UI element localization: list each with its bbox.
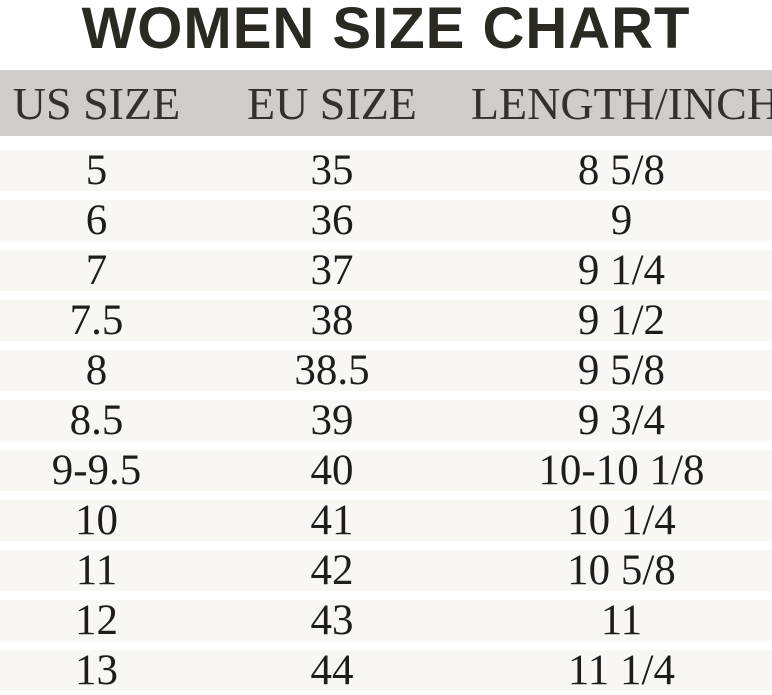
eu-size-cell: 40 (310, 447, 354, 494)
eu-size-cell: 38.5 (294, 347, 370, 394)
eu-size-cell: 37 (310, 247, 354, 294)
length-inch-cell: 9 3/4 (577, 397, 666, 444)
length-inch-cell: 11 (600, 597, 643, 644)
length-inch-cell: 9 1/4 (577, 247, 666, 294)
eu-size-cell: 41 (310, 497, 354, 544)
length-inch-cell: 10 5/8 (567, 547, 676, 594)
us-size-cell: 8.5 (69, 397, 124, 444)
eu-size-cell: 43 (310, 597, 354, 644)
eu-size-cell: 35 (310, 147, 354, 194)
us-size-cell: 7.5 (69, 297, 124, 344)
us-size-cell: 13 (75, 647, 118, 694)
length-inch-cell: 9 5/8 (577, 347, 666, 394)
table-row: 6 36 9 (0, 197, 772, 244)
eu-size-cell: 38 (310, 297, 354, 344)
header-cell-eu-size: EU SIZE (246, 77, 417, 129)
length-inch-cell: 10-10 1/8 (538, 447, 705, 494)
us-size-cell: 8 (85, 347, 108, 394)
header-cell-length-inch: LENGTH/INCH (470, 77, 772, 129)
size-table-body: 5 35 8 5/8 6 36 9 7 37 9 1/4 7.5 38 9 1/… (0, 147, 772, 694)
page-title: WOMEN SIZE CHART (81, 0, 691, 61)
table-row: 5 35 8 5/8 (0, 147, 772, 194)
eu-size-cell: 36 (310, 197, 354, 244)
table-row: 7.5 38 9 1/2 (0, 297, 772, 344)
table-header-row: US SIZE EU SIZE LENGTH/INCH (0, 70, 772, 136)
table-row: 9-9.5 40 10-10 1/8 (0, 447, 772, 494)
table-row: 11 42 10 5/8 (0, 547, 772, 594)
us-size-cell: 6 (85, 197, 108, 244)
table-row: 8.5 39 9 3/4 (0, 397, 772, 444)
table-row: 12 43 11 (0, 597, 772, 644)
us-size-cell: 9-9.5 (51, 447, 142, 494)
length-inch-cell: 8 5/8 (577, 147, 666, 194)
eu-size-cell: 44 (310, 647, 354, 694)
length-inch-cell: 9 (610, 197, 633, 244)
us-size-cell: 7 (85, 247, 108, 294)
table-row: 8 38.5 9 5/8 (0, 347, 772, 394)
table-row: 10 41 10 1/4 (0, 497, 772, 544)
us-size-cell: 12 (75, 597, 118, 644)
eu-size-cell: 42 (310, 547, 354, 594)
length-inch-cell: 10 1/4 (567, 497, 676, 544)
eu-size-cell: 39 (310, 397, 354, 444)
table-row: 13 44 11 1/4 (0, 647, 772, 694)
us-size-cell: 10 (75, 497, 118, 544)
table-row: 7 37 9 1/4 (0, 247, 772, 294)
length-inch-cell: 11 1/4 (567, 647, 675, 694)
header-cell-us-size: US SIZE (12, 77, 181, 129)
us-size-cell: 5 (85, 147, 108, 194)
length-inch-cell: 9 1/2 (577, 297, 666, 344)
us-size-cell: 11 (75, 547, 118, 594)
